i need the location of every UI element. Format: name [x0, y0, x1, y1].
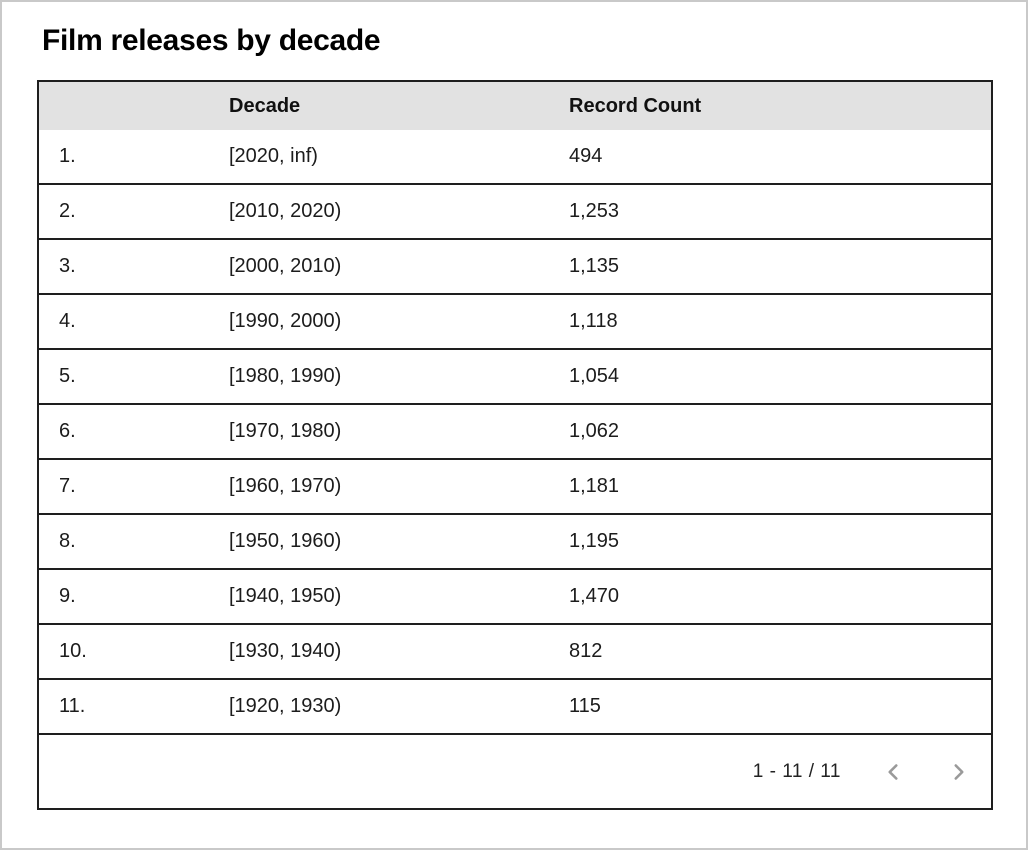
data-table-card: Decade Record Count 1. [2020, inf) 494 2…	[37, 80, 993, 810]
row-index: 3.	[59, 255, 76, 277]
row-index: 7.	[59, 475, 76, 497]
decade-cell: [1960, 1970)	[229, 475, 342, 497]
decade-cell: [2010, 2020)	[229, 200, 342, 222]
record-count-cell: 1,253	[569, 200, 620, 222]
record-count-cell: 1,195	[569, 530, 620, 552]
record-count-cell: 1,135	[569, 255, 620, 277]
row-index: 5.	[59, 365, 76, 387]
table-row: 9. [1940, 1950) 1,470	[39, 570, 991, 625]
table-row: 2. [2010, 2020) 1,253	[39, 185, 991, 240]
record-count-cell: 1,054	[569, 365, 620, 387]
decade-cell: [1980, 1990)	[229, 365, 342, 387]
decade-cell: [1930, 1940)	[229, 640, 342, 662]
pagination-bar: 1 - 11 / 11	[39, 735, 991, 808]
next-page-button[interactable]	[945, 758, 973, 786]
record-count-cell: 115	[569, 695, 601, 717]
decade-cell: [2020, inf)	[229, 145, 318, 167]
row-index: 6.	[59, 420, 76, 442]
page-title: Film releases by decade	[42, 24, 381, 57]
pagination-range: 1 - 11 / 11	[752, 760, 841, 782]
row-index: 1.	[59, 145, 76, 167]
decade-cell: [1950, 1960)	[229, 530, 342, 552]
row-index: 10.	[59, 640, 87, 662]
table-row: 5. [1980, 1990) 1,054	[39, 350, 991, 405]
table-row: 10. [1930, 1940) 812	[39, 625, 991, 680]
row-index: 9.	[59, 585, 76, 607]
decade-cell: [2000, 2010)	[229, 255, 342, 277]
record-count-cell: 1,062	[569, 420, 620, 442]
table-row: 11. [1920, 1930) 115	[39, 680, 991, 735]
table-row: 3. [2000, 2010) 1,135	[39, 240, 991, 295]
previous-page-button[interactable]	[879, 758, 907, 786]
row-index: 2.	[59, 200, 76, 222]
record-count-cell: 1,181	[569, 475, 620, 497]
record-count-cell: 1,118	[569, 310, 618, 332]
chevron-right-icon	[946, 759, 972, 785]
table-row: 6. [1970, 1980) 1,062	[39, 405, 991, 460]
table-header-row: Decade Record Count	[39, 82, 991, 130]
column-header-decade[interactable]: Decade	[229, 94, 301, 117]
table-row: 1. [2020, inf) 494	[39, 130, 991, 185]
record-count-cell: 494	[569, 145, 603, 167]
table-row: 8. [1950, 1960) 1,195	[39, 515, 991, 570]
record-count-cell: 1,470	[569, 585, 620, 607]
row-index: 4.	[59, 310, 76, 332]
table-row: 7. [1960, 1970) 1,181	[39, 460, 991, 515]
table-row: 4. [1990, 2000) 1,118	[39, 295, 991, 350]
record-count-cell: 812	[569, 640, 603, 662]
decade-cell: [1940, 1950)	[229, 585, 342, 607]
decade-cell: [1970, 1980)	[229, 420, 342, 442]
row-index: 11.	[59, 695, 86, 717]
column-header-record-count[interactable]: Record Count	[569, 94, 702, 117]
row-index: 8.	[59, 530, 76, 552]
decade-cell: [1920, 1930)	[229, 695, 342, 717]
chevron-left-icon	[880, 759, 906, 785]
decade-cell: [1990, 2000)	[229, 310, 342, 332]
